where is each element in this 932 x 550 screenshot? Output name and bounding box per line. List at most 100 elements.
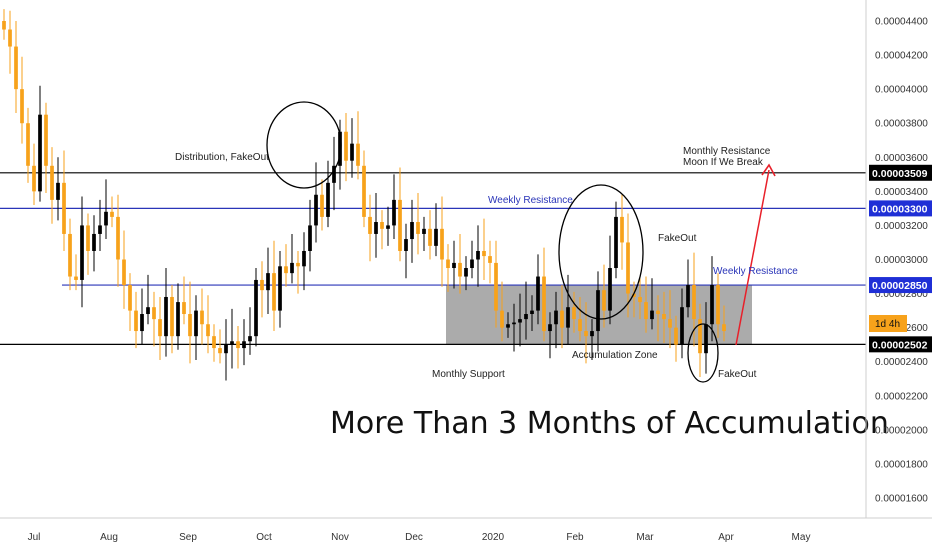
candle-body (596, 290, 600, 332)
candle-body (434, 228, 438, 246)
candle-body (602, 290, 606, 311)
candle-body (296, 262, 300, 267)
candle-body (518, 319, 522, 323)
price-badge-label: 0.00002502 (872, 339, 928, 351)
candle-body (188, 314, 192, 337)
fakeout-top-circle (558, 184, 644, 320)
price-badge-bg (869, 164, 932, 181)
candle-body (170, 296, 174, 337)
candle-body (158, 319, 162, 337)
candle-body (230, 341, 234, 345)
candle-body (38, 114, 42, 192)
candle-body (290, 262, 294, 274)
y-tick-label: 0.00003600 (875, 153, 928, 164)
x-tick-label: Feb (566, 532, 584, 543)
candle-body (608, 268, 612, 311)
candle-body (344, 131, 348, 161)
annotation-weekly-resistance-2: Weekly Resistance (713, 266, 798, 277)
candle-body (2, 21, 6, 30)
y-tick-label: 0.00001800 (875, 459, 928, 470)
candle-body (128, 285, 132, 311)
candle-body (704, 324, 708, 354)
candle-body (116, 216, 120, 260)
x-tick-label: Dec (405, 532, 423, 543)
candle-body (674, 327, 678, 345)
candle-body (590, 331, 594, 337)
annotation-distribution: Distribution, FakeOut (175, 152, 269, 163)
interval-badge-bg (869, 315, 907, 332)
candle-body (554, 310, 558, 325)
candle-body (62, 182, 66, 234)
price-badge-bg (869, 336, 932, 353)
y-tick-label: 0.00002800 (875, 289, 928, 300)
candle-body (698, 319, 702, 354)
candle-body (578, 319, 582, 332)
candle-body (488, 256, 492, 263)
candle-body (212, 336, 216, 349)
candle-body (236, 341, 240, 349)
candle-body (266, 273, 270, 291)
candle-body (362, 165, 366, 217)
candle-body (284, 266, 288, 274)
x-tick-label: Mar (636, 532, 654, 543)
candle-body (464, 268, 468, 277)
candle-body (662, 314, 666, 320)
y-tick-label: 0.00004000 (875, 85, 928, 96)
y-tick-label: 0.00004400 (875, 17, 928, 28)
candle-body (104, 211, 108, 226)
y-tick-label: 0.00003200 (875, 221, 928, 232)
candle-body (572, 307, 576, 320)
candle-body (626, 242, 630, 294)
candle-body (20, 89, 24, 124)
candle-body (254, 279, 258, 337)
candle-body (560, 310, 564, 328)
interval-badge-label: 1d 4h (875, 319, 900, 330)
candle-body (224, 344, 228, 354)
y-tick-label: 0.00002200 (875, 391, 928, 402)
candle-body (320, 194, 324, 217)
candle-body (308, 225, 312, 251)
y-tick-label: 0.00002400 (875, 357, 928, 368)
candle-body (272, 273, 276, 311)
annotation-fakeout-bottom: FakeOut (718, 369, 757, 380)
candle-body (32, 165, 36, 192)
candle-body (68, 233, 72, 277)
candle-body (440, 228, 444, 260)
candle-body (146, 307, 150, 315)
x-tick-label: Oct (256, 532, 272, 543)
candle-body (200, 310, 204, 325)
candle-body (332, 165, 336, 183)
price-badge-label: 0.00003300 (872, 203, 928, 215)
candle-body (110, 211, 114, 217)
breakout-arrow-head (761, 163, 776, 177)
x-tick-label: Nov (331, 532, 349, 543)
candle-body (56, 182, 60, 200)
y-tick-label: 0.00003000 (875, 255, 928, 266)
candle-body (122, 259, 126, 286)
distribution-circle (266, 101, 342, 189)
breakout-arrow-line (735, 169, 770, 346)
candle-body (80, 225, 84, 280)
candle-body (8, 29, 12, 47)
candle-body (632, 293, 636, 297)
candle-body (278, 266, 282, 311)
candle-body (218, 348, 222, 354)
candle-body (530, 310, 534, 315)
candle-body (506, 324, 510, 328)
candle-body (428, 228, 432, 246)
x-tick-label: Aug (100, 532, 118, 543)
y-tick-label: 0.00002000 (875, 425, 928, 436)
annotation-weekly-resistance-1: Weekly Resistance (488, 195, 573, 206)
candle-body (656, 310, 660, 315)
candle-body (680, 307, 684, 345)
candle-body (152, 307, 156, 320)
candle-body (92, 233, 96, 251)
candle-body (134, 310, 138, 332)
candle-body (716, 285, 720, 325)
candle-body (458, 262, 462, 277)
x-tick-label: Apr (718, 532, 734, 543)
candle-body (314, 194, 318, 226)
candle-body (392, 199, 396, 226)
annotation-accumulation-zone: Accumulation Zone (572, 350, 658, 361)
